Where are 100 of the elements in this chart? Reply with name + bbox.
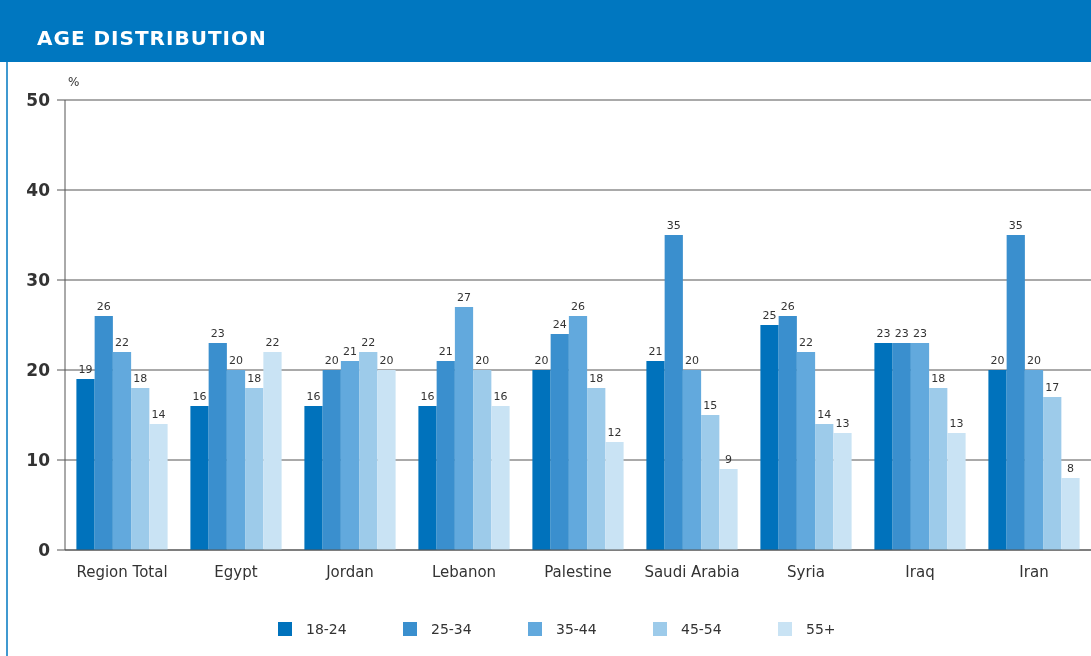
data-label: 20 xyxy=(685,354,699,367)
x-tick-label: Region Total xyxy=(76,563,168,581)
data-label: 35 xyxy=(666,219,681,232)
data-label: 25 xyxy=(762,309,777,322)
bar xyxy=(910,343,930,550)
bar xyxy=(1043,397,1062,550)
x-tick-label: Lebanon xyxy=(431,563,497,581)
data-label: 26 xyxy=(96,300,111,313)
bar xyxy=(778,316,797,550)
data-label: 20 xyxy=(534,354,549,367)
data-label: 8 xyxy=(1066,462,1074,475)
bar xyxy=(532,370,551,550)
data-label: 26 xyxy=(571,300,585,313)
bar xyxy=(701,415,720,550)
data-label: 19 xyxy=(78,363,93,376)
data-label: 14 xyxy=(817,408,832,421)
data-label: 17 xyxy=(1045,381,1060,394)
legend-label: 55+ xyxy=(806,621,836,637)
data-label: 22 xyxy=(115,336,129,349)
bar xyxy=(682,370,702,550)
x-tick-label: Iran xyxy=(1019,563,1049,581)
data-label: 22 xyxy=(265,336,280,349)
data-label: 18 xyxy=(589,372,604,385)
data-label: 23 xyxy=(876,327,891,340)
bar xyxy=(892,343,911,550)
data-label: 16 xyxy=(192,390,207,403)
data-label: 23 xyxy=(210,327,225,340)
data-label: 13 xyxy=(835,417,850,430)
data-label: 23 xyxy=(913,327,927,340)
data-label: 26 xyxy=(780,300,795,313)
bar xyxy=(664,235,683,550)
data-label: 22 xyxy=(799,336,813,349)
y-axis-title: % xyxy=(68,75,80,89)
bar xyxy=(646,361,665,550)
y-tick-label: 50 xyxy=(26,90,51,110)
data-label: 16 xyxy=(420,390,435,403)
data-label: 18 xyxy=(931,372,946,385)
data-label: 20 xyxy=(475,354,490,367)
data-label: 22 xyxy=(361,336,376,349)
data-label: 18 xyxy=(247,372,262,385)
x-tick-label: Iraq xyxy=(905,563,935,581)
bar xyxy=(418,406,437,550)
data-label: 21 xyxy=(343,345,357,358)
y-tick-label: 20 xyxy=(26,360,51,380)
bar xyxy=(1024,370,1044,550)
chart-title: AGE DISTRIBUTION xyxy=(37,26,267,50)
x-tick-label: Saudi Arabia xyxy=(644,563,740,581)
bar xyxy=(226,370,246,550)
bar xyxy=(322,370,341,550)
bar xyxy=(340,361,360,550)
bar xyxy=(208,343,227,550)
data-label: 27 xyxy=(457,291,471,304)
data-label: 14 xyxy=(151,408,166,421)
bar xyxy=(760,325,779,550)
data-label: 16 xyxy=(306,390,321,403)
bar xyxy=(149,424,168,550)
bar xyxy=(929,388,948,550)
x-tick-label: Egypt xyxy=(214,563,258,581)
data-label: 23 xyxy=(894,327,909,340)
y-tick-label: 30 xyxy=(26,270,51,290)
bar xyxy=(1061,478,1080,550)
bar xyxy=(190,406,209,550)
data-label: 16 xyxy=(493,390,508,403)
bar xyxy=(263,352,282,550)
data-label: 9 xyxy=(724,453,732,466)
data-label: 20 xyxy=(990,354,1005,367)
data-label: 21 xyxy=(438,345,453,358)
data-label: 15 xyxy=(703,399,718,412)
data-label: 18 xyxy=(133,372,148,385)
bar xyxy=(796,352,816,550)
legend-label: 35-44 xyxy=(556,621,597,637)
x-tick-label: Jordan xyxy=(325,563,374,581)
bar xyxy=(988,370,1007,550)
data-label: 13 xyxy=(949,417,964,430)
data-label: 20 xyxy=(229,354,243,367)
data-label: 20 xyxy=(1027,354,1041,367)
y-tick-label: 40 xyxy=(26,180,51,200)
bar xyxy=(605,442,624,550)
legend-label: 18-24 xyxy=(306,621,347,637)
y-tick-label: 10 xyxy=(26,450,51,470)
data-label: 24 xyxy=(552,318,567,331)
bar xyxy=(245,388,264,550)
data-label: 21 xyxy=(648,345,663,358)
bar xyxy=(491,406,510,550)
y-tick-label: 0 xyxy=(38,540,51,560)
bar xyxy=(587,388,606,550)
data-label: 20 xyxy=(324,354,339,367)
bar xyxy=(833,433,852,550)
bar xyxy=(473,370,492,550)
bar xyxy=(719,469,738,550)
data-label: 35 xyxy=(1008,219,1023,232)
bar xyxy=(359,352,378,550)
legend-label: 45-54 xyxy=(681,621,722,637)
data-label: 12 xyxy=(607,426,622,439)
legend-label: 25-34 xyxy=(431,621,472,637)
bar xyxy=(377,370,396,550)
bar xyxy=(874,343,893,550)
bar xyxy=(112,352,132,550)
x-tick-label: Syria xyxy=(787,563,825,581)
bar xyxy=(947,433,966,550)
